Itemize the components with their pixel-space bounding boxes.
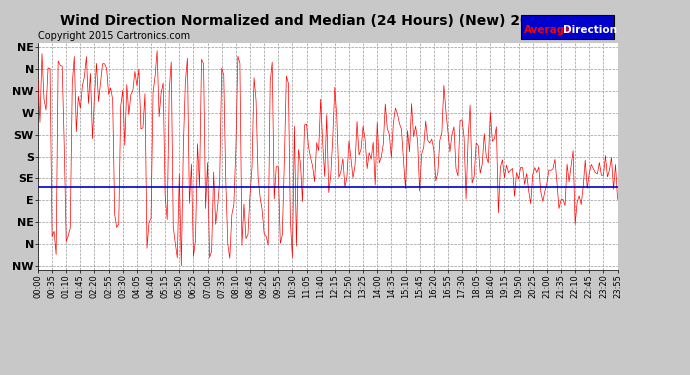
- Text: Copyright 2015 Cartronics.com: Copyright 2015 Cartronics.com: [38, 31, 190, 40]
- Text: Average: Average: [524, 26, 572, 36]
- Text: Direction: Direction: [563, 26, 617, 36]
- Text: Wind Direction Normalized and Median (24 Hours) (New) 20150504: Wind Direction Normalized and Median (24…: [60, 13, 589, 28]
